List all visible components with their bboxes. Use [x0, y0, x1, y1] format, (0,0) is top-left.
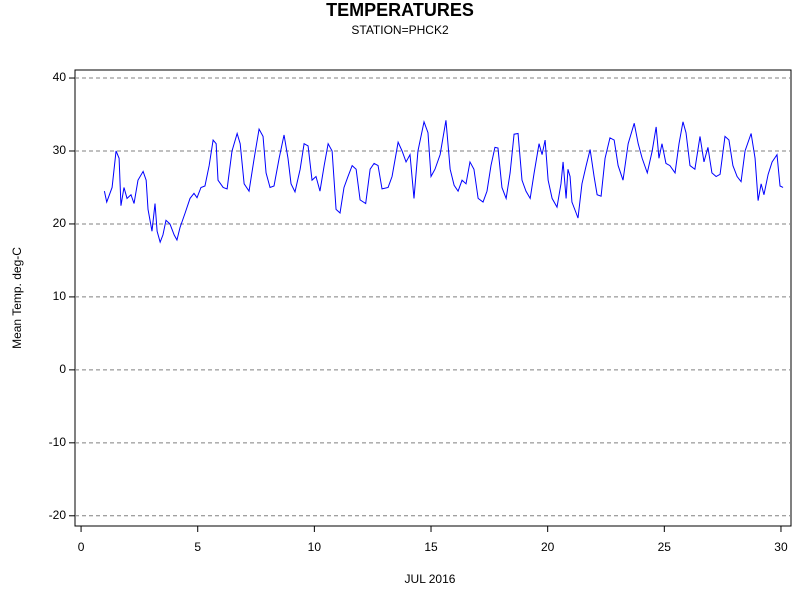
x-tick-label: 15 — [424, 540, 438, 554]
x-tick-label: 10 — [308, 540, 322, 554]
x-tick-label: 20 — [541, 540, 555, 554]
y-tick-label: 10 — [53, 289, 67, 303]
x-tick-label: 30 — [774, 540, 788, 554]
chart-subtitle: STATION=PHCK2 — [351, 23, 449, 37]
y-tick-label: 30 — [53, 143, 67, 157]
x-tick-label: 5 — [194, 540, 201, 554]
y-tick-label: 0 — [59, 362, 66, 376]
y-tick-label: -20 — [49, 508, 67, 522]
plot-frame — [74, 69, 792, 527]
x-tick-label: 0 — [78, 540, 85, 554]
data-line — [103, 119, 784, 244]
y-axis-label: Mean Temp. deg-C — [10, 247, 24, 349]
chart-title: TEMPERATURES — [326, 0, 474, 20]
y-tick-label: 20 — [53, 216, 67, 230]
y-tick-label: -10 — [49, 435, 67, 449]
y-tick-label: 40 — [53, 70, 67, 84]
x-tick-label: 25 — [658, 540, 672, 554]
x-axis-label: JUL 2016 — [405, 572, 456, 586]
